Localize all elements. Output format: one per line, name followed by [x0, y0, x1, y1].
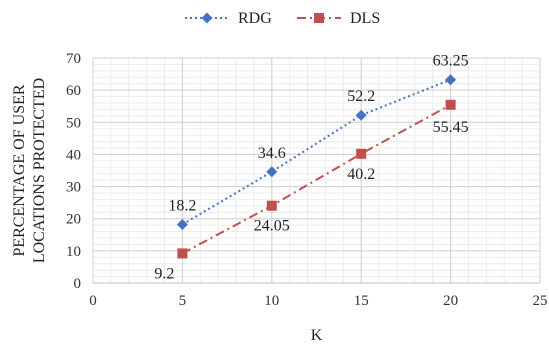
series-group	[176, 74, 457, 259]
x-tick-label: 20	[443, 293, 458, 309]
x-axis-title: K	[311, 327, 323, 344]
y-tick-label: 70	[66, 51, 81, 67]
point-diamond-marker	[266, 166, 278, 178]
legend: RDG DLS	[185, 10, 380, 27]
y-axis-title-line: PERCENTAGE OF USER	[11, 84, 28, 256]
y-axis-title-line: LOCATIONS PROTECTED	[31, 78, 48, 263]
x-tick-label: 0	[89, 293, 97, 309]
data-label-dls: 9.2	[154, 265, 174, 282]
point-diamond-marker	[201, 12, 213, 24]
legend-label-rdg: RDG	[238, 10, 272, 27]
y-tick-label: 10	[66, 244, 81, 260]
point-square-marker	[314, 13, 324, 23]
x-tick-label: 5	[179, 293, 187, 309]
y-tick-label: 50	[66, 115, 81, 131]
point-square-marker	[266, 200, 277, 211]
grid	[92, 57, 541, 284]
point-diamond-marker	[445, 74, 457, 86]
data-label-dls: 24.05	[254, 218, 290, 235]
data-label-dls: 40.2	[347, 166, 375, 183]
point-square-marker	[177, 248, 188, 259]
point-square-marker	[445, 99, 456, 110]
y-axis-title: PERCENTAGE OF USER LOCATIONS PROTECTED	[11, 78, 48, 263]
series-line-rdg	[181, 78, 451, 226]
legend-label-dls: DLS	[350, 10, 380, 27]
y-tick-label: 0	[74, 276, 82, 292]
x-tick-label: 15	[354, 293, 369, 309]
y-tick-label: 60	[66, 83, 81, 99]
series-line-dls	[181, 103, 452, 255]
data-label-rdg: 18.2	[168, 198, 196, 215]
x-tick-label: 25	[533, 293, 548, 309]
x-tick-label: 10	[264, 293, 279, 309]
y-tick-label: 30	[66, 180, 81, 196]
data-label-rdg: 34.6	[258, 145, 286, 162]
data-labels: 18.2 34.6 52.2 63.25 9.2 24.05 40.2 55.45	[154, 53, 468, 283]
axes: 0 10 20 30 40 50 60 70 0 5 10 15 20 25 K PERCENTAGE OF …	[11, 51, 548, 344]
point-diamond-marker	[355, 109, 367, 121]
y-tick-label: 20	[66, 212, 81, 228]
data-label-rdg: 52.2	[347, 88, 375, 105]
y-tick-label: 40	[66, 147, 81, 163]
point-diamond-marker	[176, 219, 188, 230]
point-square-marker	[356, 148, 367, 159]
data-label-rdg: 63.25	[433, 53, 469, 70]
data-label-dls: 55.45	[433, 119, 469, 136]
